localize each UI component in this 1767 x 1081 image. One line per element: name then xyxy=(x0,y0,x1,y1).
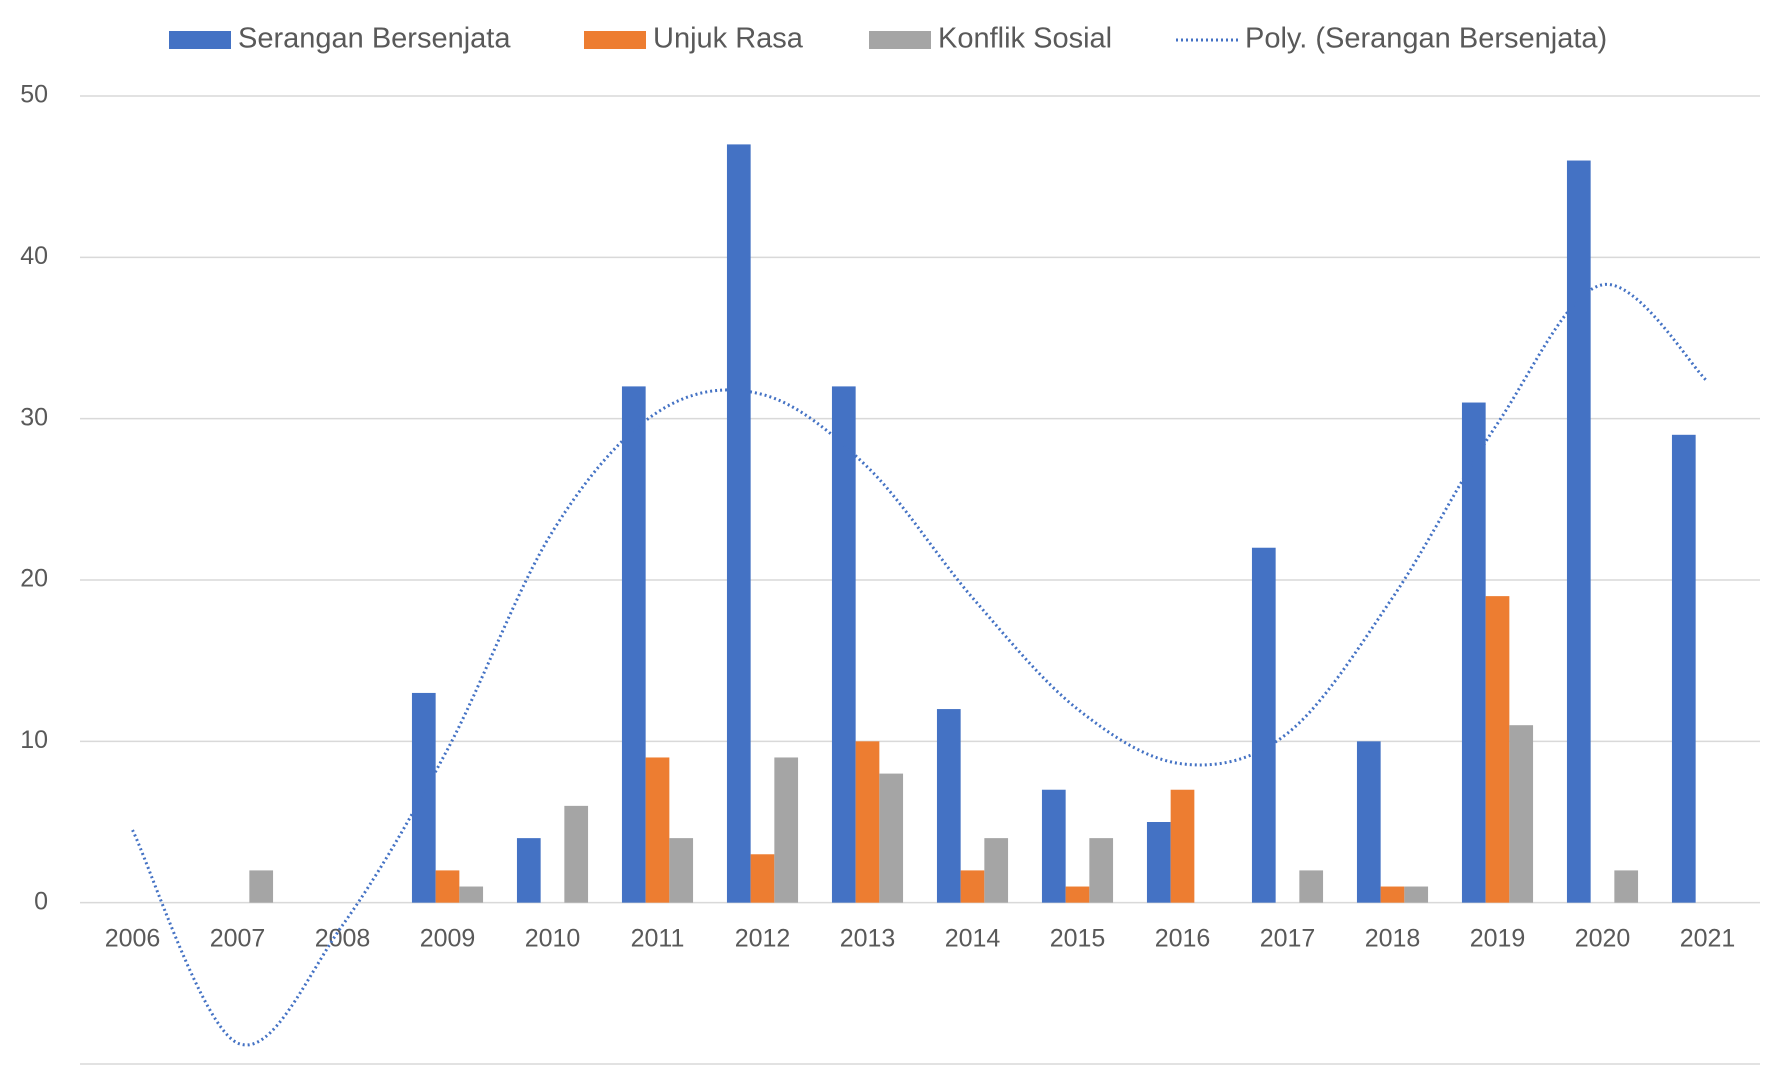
bar xyxy=(726,144,751,903)
x-tick-label: 2013 xyxy=(840,924,896,952)
bar xyxy=(984,838,1009,903)
bar xyxy=(621,386,646,903)
bar xyxy=(960,870,985,903)
bar xyxy=(249,870,274,903)
x-tick-label: 2014 xyxy=(945,924,1001,952)
bar xyxy=(774,757,799,903)
bar xyxy=(1146,822,1171,903)
bar xyxy=(1380,886,1405,903)
bar xyxy=(411,692,436,903)
x-tick-label: 2012 xyxy=(735,924,791,952)
x-tick-label: 2020 xyxy=(1575,924,1631,952)
x-tick-label: 2021 xyxy=(1680,924,1736,952)
bar xyxy=(1089,838,1114,903)
bar xyxy=(1566,160,1591,903)
trend-line xyxy=(131,283,1709,1047)
bar xyxy=(669,838,694,903)
legend-label: Konflik Sosial xyxy=(938,23,1112,55)
x-tick-label: 2015 xyxy=(1050,924,1106,952)
bar xyxy=(1170,789,1195,903)
bar xyxy=(1404,886,1429,903)
x-tick-label: 2016 xyxy=(1155,924,1211,952)
x-tick-label: 2019 xyxy=(1470,924,1526,952)
x-tick-label: 2009 xyxy=(420,924,476,952)
y-tick-label: 40 xyxy=(20,242,48,270)
legend-swatch xyxy=(869,31,931,49)
y-tick-label: 10 xyxy=(20,726,48,754)
legend-label: Unjuk Rasa xyxy=(653,23,804,55)
bar xyxy=(1671,434,1696,903)
bar xyxy=(750,854,775,903)
bar xyxy=(879,773,904,903)
y-tick-label: 50 xyxy=(20,81,48,109)
bar xyxy=(1509,725,1534,903)
y-tick-label: 20 xyxy=(20,565,48,593)
bar xyxy=(936,709,961,903)
bar xyxy=(1041,789,1066,903)
x-tick-label: 2011 xyxy=(631,924,685,952)
x-tick-label: 2010 xyxy=(525,924,581,952)
bar xyxy=(1356,741,1381,903)
legend-swatch xyxy=(169,31,231,49)
bar xyxy=(459,886,484,903)
x-tick-label: 2007 xyxy=(210,924,266,952)
x-tick-label: 2017 xyxy=(1260,924,1316,952)
bar xyxy=(1065,886,1090,903)
y-tick-label: 0 xyxy=(34,887,48,915)
x-tick-label: 2018 xyxy=(1365,924,1421,952)
bar xyxy=(831,386,856,903)
bar xyxy=(1251,547,1276,903)
x-tick-label: 2008 xyxy=(315,924,371,952)
legend-label: Poly. (Serangan Bersenjata) xyxy=(1245,23,1607,55)
bar xyxy=(855,741,880,903)
y-tick-label: 30 xyxy=(20,403,48,431)
bar xyxy=(645,757,670,903)
bar xyxy=(1485,596,1510,903)
bar xyxy=(1614,870,1639,903)
x-tick-label: 2006 xyxy=(105,924,161,952)
bar xyxy=(564,805,589,903)
bar xyxy=(435,870,460,903)
bar xyxy=(1461,402,1486,903)
legend-label: Serangan Bersenjata xyxy=(238,23,511,55)
legend-swatch xyxy=(584,31,646,49)
bar xyxy=(1299,870,1324,903)
bar xyxy=(516,838,541,903)
